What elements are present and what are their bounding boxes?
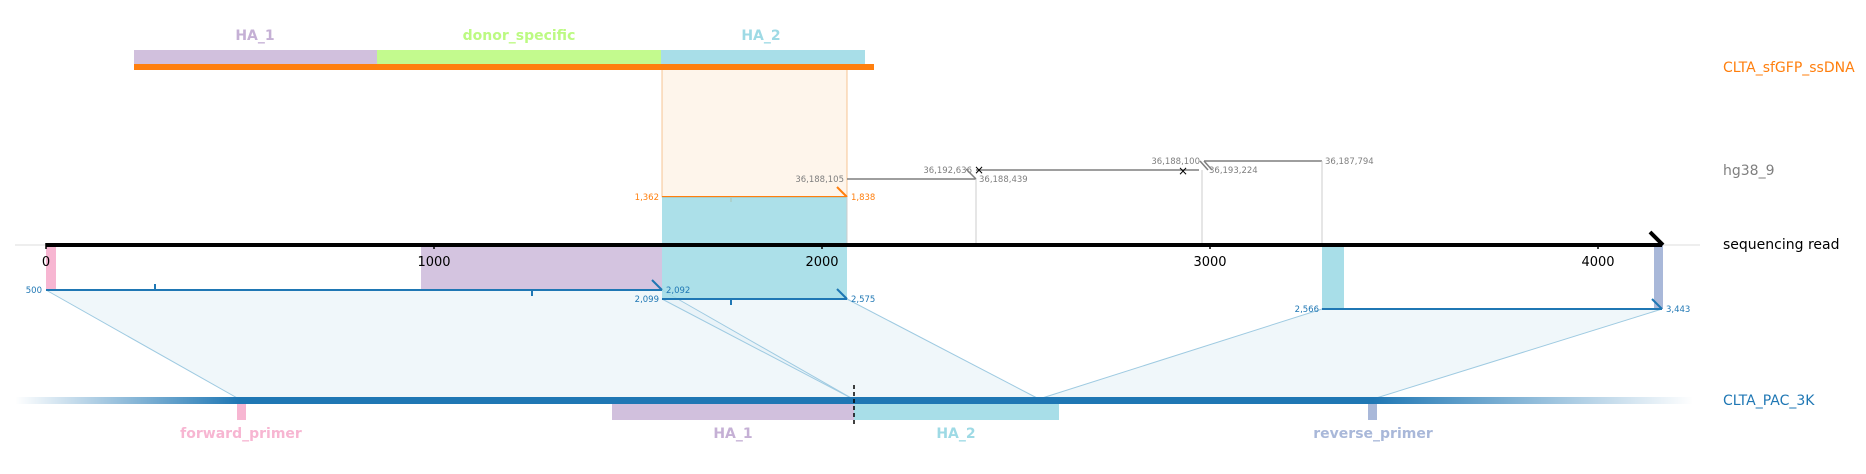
read-axis-tick-label: 0 <box>42 255 50 270</box>
target-overlay-1 <box>46 290 853 399</box>
read-region-ha1 <box>421 245 662 290</box>
donor-alignment-arrow <box>836 186 848 198</box>
hg38-alignment-2-start: 36,192,636 <box>923 166 972 176</box>
donor-sequence-bar <box>134 64 874 70</box>
hg38-alignment-arrow <box>1199 160 1209 171</box>
donor-feature-label-donor-specific: donor_specific <box>463 28 576 44</box>
target-feature-label-ha1: HA_1 <box>713 426 752 442</box>
target-feature-label-ha2: HA_2 <box>936 426 975 442</box>
donor-feature-donor-specific <box>377 50 661 64</box>
hg38-junction-mark: × <box>1178 164 1188 178</box>
donor-alignment-end: 1,838 <box>851 193 875 203</box>
hg38-alignment-3-end: 36,187,794 <box>1325 157 1374 167</box>
target-connector <box>846 298 1040 400</box>
target-alignment-1-end: 2,092 <box>666 286 690 296</box>
donor-feature-label-ha2: HA_2 <box>741 28 780 44</box>
hg38-alignment-arrow <box>965 168 977 180</box>
donor-alignment-start: 1,362 <box>635 193 659 203</box>
hg38-alignment-3-start: 36,193,224 <box>1209 166 1258 176</box>
hg38-alignment-2-end: 36,188,100 <box>1151 157 1200 167</box>
read-axis-tick-label: 3000 <box>1193 255 1226 270</box>
read-axis-tick-label: 2000 <box>805 255 838 270</box>
read-axis-arrowhead <box>1648 230 1665 247</box>
target-alignment-2-start: 2,099 <box>635 295 659 305</box>
target-bar-fade-left <box>15 397 239 404</box>
target-feature-ha2 <box>854 404 1059 420</box>
target-alignment-arrow <box>651 279 663 291</box>
target-alignment-1-start: 500 <box>26 286 42 296</box>
target-connector <box>661 289 854 400</box>
target-feature-label-forward-primer: forward_primer <box>180 426 302 442</box>
hg38-alignment-arrow <box>1203 160 1213 171</box>
target-overlay-2 <box>662 299 1039 399</box>
target-bar-fade-right <box>1373 397 1693 404</box>
read-region-reverse-primer <box>1654 245 1663 309</box>
read-region-ha2-right <box>1322 245 1344 309</box>
read-region-ha2 <box>662 197 847 299</box>
target-connector <box>1038 308 1323 400</box>
target-feature-reverse-primer <box>1368 404 1377 420</box>
hg38-junction-mark: × <box>974 163 984 177</box>
hg38-alignment-1-start: 36,188,105 <box>795 175 844 185</box>
target-connector <box>45 289 240 400</box>
target-overlay-3 <box>1039 309 1662 399</box>
read-axis-tick-label: 4000 <box>1581 255 1614 270</box>
track-label-hg38: hg38_9 <box>1723 163 1774 179</box>
donor-feature-ha2 <box>661 50 865 64</box>
track-label-read: sequencing read <box>1723 237 1839 253</box>
target-connector <box>661 298 854 400</box>
target-feature-label-reverse-primer: reverse_primer <box>1313 426 1433 442</box>
read-axis-ticks: 0 1000 2000 3000 4000 <box>42 243 1615 270</box>
hg38-alignment-1-end: 36,188,439 <box>979 175 1028 185</box>
target-feature-ha1 <box>612 404 854 420</box>
target-alignment-2-end: 2,575 <box>851 295 875 305</box>
target-connector <box>1372 308 1663 400</box>
target-bar <box>239 397 1373 404</box>
donor-feature-label-ha1: HA_1 <box>235 28 274 44</box>
donor-feature-ha1 <box>134 50 377 64</box>
target-alignment-3-start: 2,566 <box>1295 305 1319 315</box>
track-label-target: CLTA_PAC_3K <box>1723 393 1815 409</box>
target-alignment-arrow <box>1651 298 1663 310</box>
track-label-donor: CLTA_sfGFP_ssDNA <box>1723 60 1855 76</box>
target-feature-forward-primer <box>237 404 246 420</box>
read-region-forward-primer <box>46 245 56 290</box>
read-axis-tick-label: 1000 <box>417 255 450 270</box>
target-alignment-arrow <box>836 288 848 300</box>
target-alignment-3-end: 3,443 <box>1666 305 1690 315</box>
